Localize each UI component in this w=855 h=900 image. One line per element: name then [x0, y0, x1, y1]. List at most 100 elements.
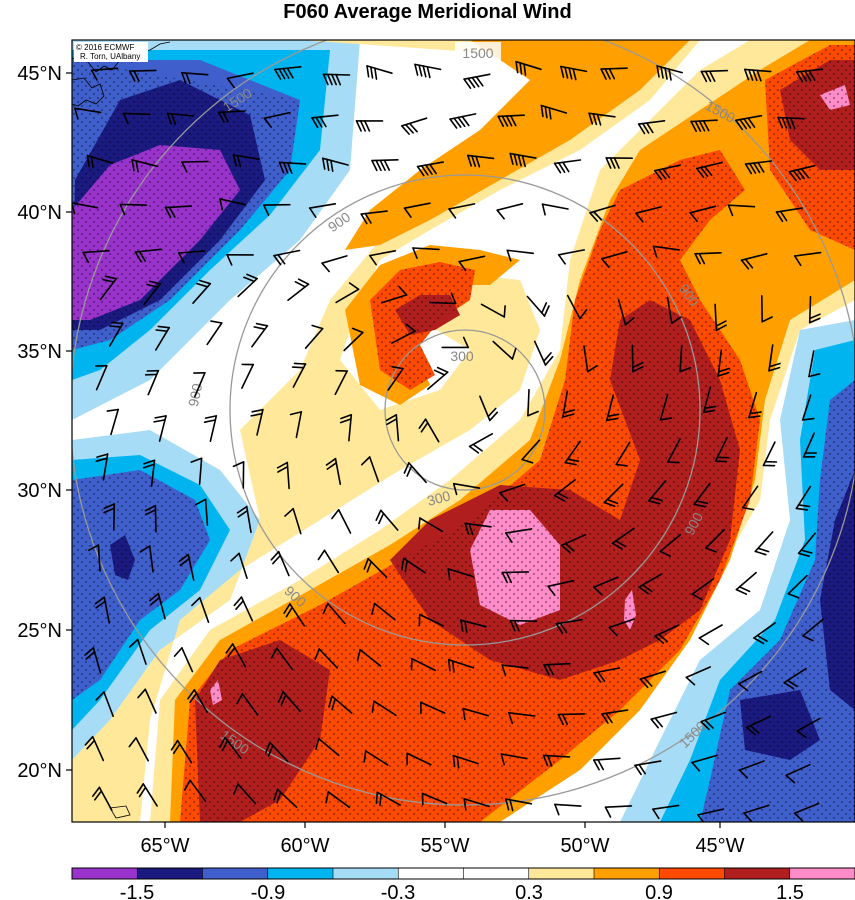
wind-barb	[110, 408, 119, 436]
wind-barb	[119, 203, 148, 206]
wind-barb-flag	[752, 69, 758, 82]
wind-barb-flag	[559, 622, 568, 634]
wind-barb-flag	[90, 69, 98, 81]
wind-barb-flag	[695, 167, 705, 178]
wind-barb-flag	[605, 417, 619, 422]
wind-barb-flag	[800, 549, 813, 554]
wind-barb	[685, 666, 712, 679]
wind-barb-flag	[700, 70, 708, 83]
wind-barb-flag	[166, 112, 172, 125]
wind-barb-flag	[667, 461, 680, 464]
wind-barb-flag	[148, 280, 162, 285]
wind-barb	[181, 647, 194, 673]
wind-barb	[373, 700, 397, 717]
shaded-field-east	[620, 320, 855, 822]
wind-barb	[364, 750, 389, 766]
wind-barb-flag	[654, 717, 664, 728]
wind-barb-flag	[560, 544, 571, 554]
wind-barb-flag	[412, 247, 418, 260]
wind-barb-flag	[225, 643, 234, 654]
wind-barb-flag	[756, 634, 768, 642]
wind-barb-flag	[449, 118, 458, 129]
wind-barb	[463, 798, 490, 808]
wind-barb-flag	[418, 418, 427, 430]
wind-barb-flag	[363, 750, 367, 763]
wind-barb-flag	[741, 506, 755, 511]
wind-barb-flag	[170, 739, 179, 751]
wind-barb-flag	[363, 120, 371, 132]
wind-barb-flag	[703, 405, 717, 410]
wind-barb	[198, 457, 203, 486]
wind-barb	[337, 508, 352, 534]
wind-barb	[122, 112, 151, 116]
wind-barb-flag	[608, 68, 616, 80]
wind-barb-flag	[168, 206, 176, 218]
wind-barb-flag	[785, 117, 792, 129]
lon-label-65w: 65°W	[140, 835, 189, 857]
shaded-field-northwest	[72, 40, 360, 420]
wind-barb-flag	[189, 692, 198, 704]
wind-barb-flag	[403, 462, 410, 474]
wind-barb-flag	[456, 756, 460, 769]
wind-barb	[135, 737, 149, 762]
wind-barb-flag	[322, 73, 329, 86]
wind-barb-flag	[553, 494, 566, 502]
wind-barb-flag	[781, 116, 788, 129]
wind-barb-flag	[744, 258, 754, 269]
wind-barb-flag	[662, 168, 671, 179]
wind-barb-flag	[523, 63, 527, 76]
wind-barb-flag	[426, 66, 431, 79]
wind-barb-flag	[471, 76, 480, 88]
wind-barb-flag	[356, 648, 361, 662]
wind-barb	[787, 574, 808, 595]
wind-barb-flag	[654, 635, 665, 645]
wind-barb-flag	[600, 257, 610, 269]
wind-barb-flag	[128, 737, 137, 748]
wind-barb-flag	[340, 413, 353, 420]
wind-barb-flag	[509, 798, 514, 812]
wind-barb	[368, 456, 380, 483]
wind-barb-flag	[757, 161, 765, 173]
wind-barb	[785, 763, 811, 777]
wind-barb-flag	[643, 677, 653, 687]
wind-barb	[659, 533, 682, 553]
wind-barb-flag	[641, 122, 650, 134]
wind-barb-flag	[788, 170, 797, 182]
wind-barb	[237, 783, 257, 805]
wind-barb-flag	[757, 547, 770, 553]
wind-barb-flag	[103, 503, 116, 510]
wind-barb-flag	[579, 308, 588, 320]
wind-barb-flag	[752, 162, 761, 174]
wind-barb-flag	[509, 152, 514, 165]
wind-barb	[226, 72, 254, 80]
wind-barb-flag	[232, 154, 238, 167]
wind-barb-flag	[326, 73, 333, 86]
wind-barb-flag	[326, 461, 338, 470]
wind-barb-flag	[513, 153, 518, 166]
wind-barb-flag	[276, 791, 282, 804]
wind-barb-flag	[226, 254, 233, 266]
wind-barb-flag	[371, 159, 378, 172]
wind-barb	[181, 160, 209, 163]
wind-barb-flag	[596, 113, 602, 126]
wind-barb-flag	[793, 812, 804, 822]
colorbar-cell	[724, 868, 791, 879]
wind-barb-flag	[88, 544, 100, 552]
wind-barb-flag	[286, 67, 294, 79]
wind-barb-flag	[691, 761, 701, 772]
wind-barb-flag	[650, 496, 664, 502]
wind-barb-flag	[561, 713, 569, 726]
colorbar-cell	[137, 868, 203, 879]
lat-label-30n: 30°N	[17, 480, 62, 502]
wind-barb-flag	[783, 681, 795, 690]
wind-barb-flag	[370, 66, 374, 79]
shaded-field-southwest	[72, 430, 260, 760]
wind-barb-flag	[597, 671, 606, 682]
wind-barb-flag	[278, 68, 286, 80]
wind-barb-flag	[555, 622, 564, 634]
wind-barb-flag	[142, 463, 155, 469]
wind-barb-flag	[475, 155, 481, 168]
wind-barb-flag	[251, 408, 264, 413]
wind-barb-flag	[768, 366, 781, 372]
wind-barb-flag	[504, 532, 513, 544]
